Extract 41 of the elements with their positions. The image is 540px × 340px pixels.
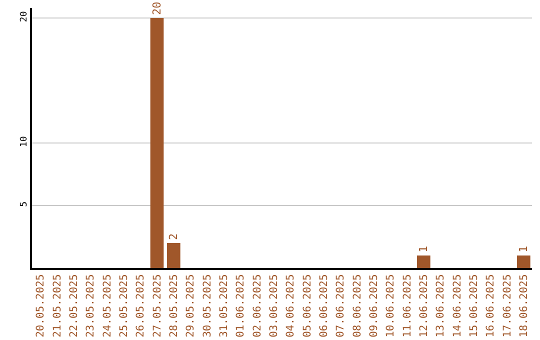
x-tick-label: 03.06.2025 [268,274,280,338]
bar [417,256,430,268]
x-tick-label: 05.06.2025 [301,274,314,338]
x-tick-label: 20.05.2025 [34,274,47,338]
x-tick-label: 09.06.2025 [368,274,380,338]
data-label: 1 [517,246,530,252]
x-tick-label: 25.05.2025 [118,274,130,338]
x-tick-label: 22.05.2025 [68,274,80,338]
x-tick-label: 21.05.2025 [51,274,64,338]
x-tick-label: 17.06.2025 [501,274,514,338]
x-tick-label: 18.06.2025 [518,274,530,338]
x-tick-label: 26.05.2025 [134,274,147,338]
x-tick-label: 16.06.2025 [484,274,497,338]
y-tick-label: 10 [19,136,30,148]
data-label: 2 [167,233,180,240]
x-tick-label: 01.06.2025 [234,274,247,338]
x-tick-label: 02.06.2025 [251,274,264,338]
x-tick-label: 30.05.2025 [201,274,214,338]
x-tick-label: 08.06.2025 [351,274,364,338]
x-tick-label: 15.06.2025 [468,274,480,338]
x-tick-label: 07.06.2025 [334,274,347,338]
x-tick-label: 11.06.2025 [401,274,414,338]
x-tick-label: 04.06.2025 [284,274,297,338]
bar [150,18,164,268]
x-tick-label: 29.05.2025 [184,274,197,338]
x-tick-label: 06.06.2025 [318,274,330,338]
x-tick-label: 23.05.2025 [84,274,97,338]
x-tick-label: 28.05.2025 [168,274,180,338]
x-tick-label: 14.06.2025 [451,274,464,338]
y-tick-label: 5 [19,201,30,207]
x-tick-label: 10.06.2025 [384,274,397,338]
data-label: 20 [150,2,164,15]
x-tick-label: 27.05.2025 [151,274,164,338]
bar [167,243,180,268]
y-tick-label: 20 [19,11,30,22]
x-tick-label: 12.06.2025 [418,274,430,338]
bar [517,256,530,268]
x-tick-label: 31.05.2025 [218,274,230,338]
x-tick-label: 24.05.2025 [101,274,114,338]
data-label: 1 [417,246,430,252]
x-tick-label: 13.06.2025 [434,274,447,338]
